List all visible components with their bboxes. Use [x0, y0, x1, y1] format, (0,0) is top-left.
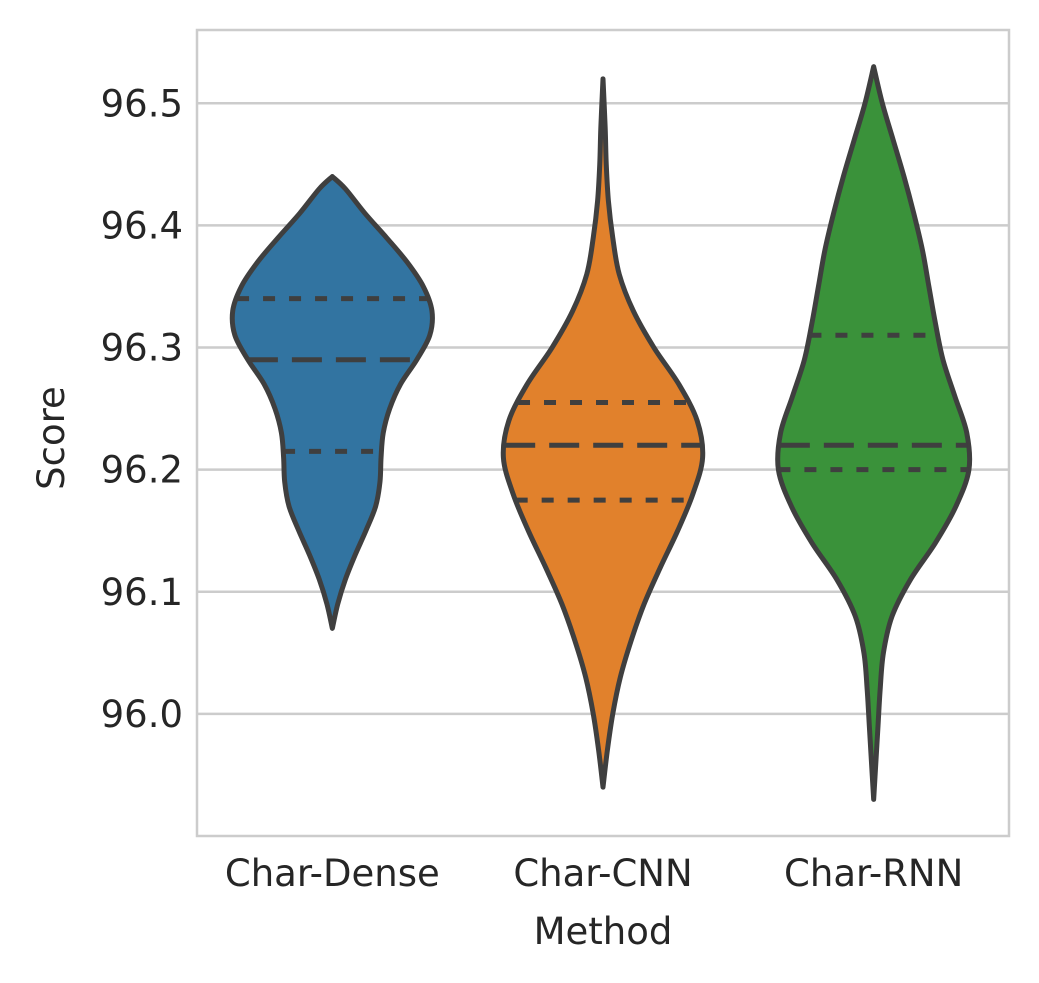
y-tick-label: 96.1	[101, 571, 183, 614]
violins	[229, 64, 973, 802]
x-axis-label: Method	[534, 910, 673, 953]
x-tick-label: Char-CNN	[513, 852, 692, 895]
y-tick-label: 96.0	[101, 693, 183, 736]
y-axis-label: Score	[30, 386, 73, 490]
violin-body	[229, 174, 435, 631]
plot-frame	[195, 28, 1011, 838]
x-tick-labels: Char-Dense Char-CNN Char-RNN	[225, 852, 963, 895]
x-tick-label: Char-Dense	[225, 852, 440, 895]
violin-char-cnn	[500, 76, 706, 790]
y-tick-labels: 96.0 96.1 96.2 96.3 96.4 96.5	[101, 82, 183, 736]
y-tick-label: 96.2	[101, 449, 183, 492]
violin-char-rnn	[775, 64, 973, 802]
y-tick-label: 96.4	[101, 204, 183, 247]
y-tick-label: 96.3	[101, 327, 183, 370]
violin-body	[775, 64, 973, 802]
y-tick-label: 96.5	[101, 82, 183, 125]
x-tick-label: Char-RNN	[784, 852, 963, 895]
violin-body	[500, 76, 706, 790]
violin-char-dense	[229, 174, 435, 631]
